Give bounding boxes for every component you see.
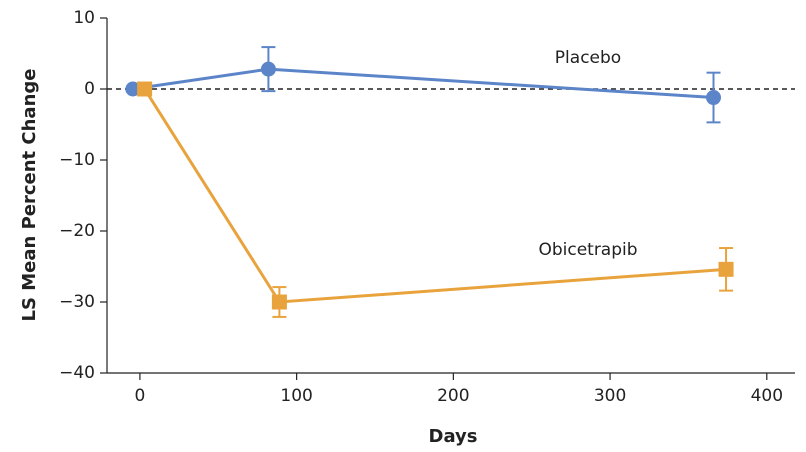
marker <box>718 261 734 277</box>
marker <box>706 90 722 106</box>
marker <box>137 81 153 97</box>
x-tick-label: 0 <box>134 386 145 406</box>
series-line <box>143 88 727 304</box>
series-label: Obicetrapib <box>538 240 637 260</box>
y-tick-label: −20 <box>59 221 95 241</box>
y-tick-label: −10 <box>59 150 95 170</box>
y-tick-label: −30 <box>59 292 95 312</box>
x-tick-label: 300 <box>594 386 626 406</box>
marker <box>125 81 141 97</box>
series-line <box>132 67 714 100</box>
x-tick-label: 400 <box>751 386 783 406</box>
y-tick-label: 10 <box>73 8 95 28</box>
x-tick-label: 100 <box>280 386 312 406</box>
marker <box>260 61 276 77</box>
y-tick-label: −40 <box>59 363 95 383</box>
marker <box>271 294 287 310</box>
x-tick-label: 200 <box>437 386 469 406</box>
y-axis-label: LS Mean Percent Change <box>19 69 40 322</box>
x-axis-label: Days <box>429 426 478 447</box>
series-label: Placebo <box>555 48 621 68</box>
y-tick-label: 0 <box>84 79 95 99</box>
